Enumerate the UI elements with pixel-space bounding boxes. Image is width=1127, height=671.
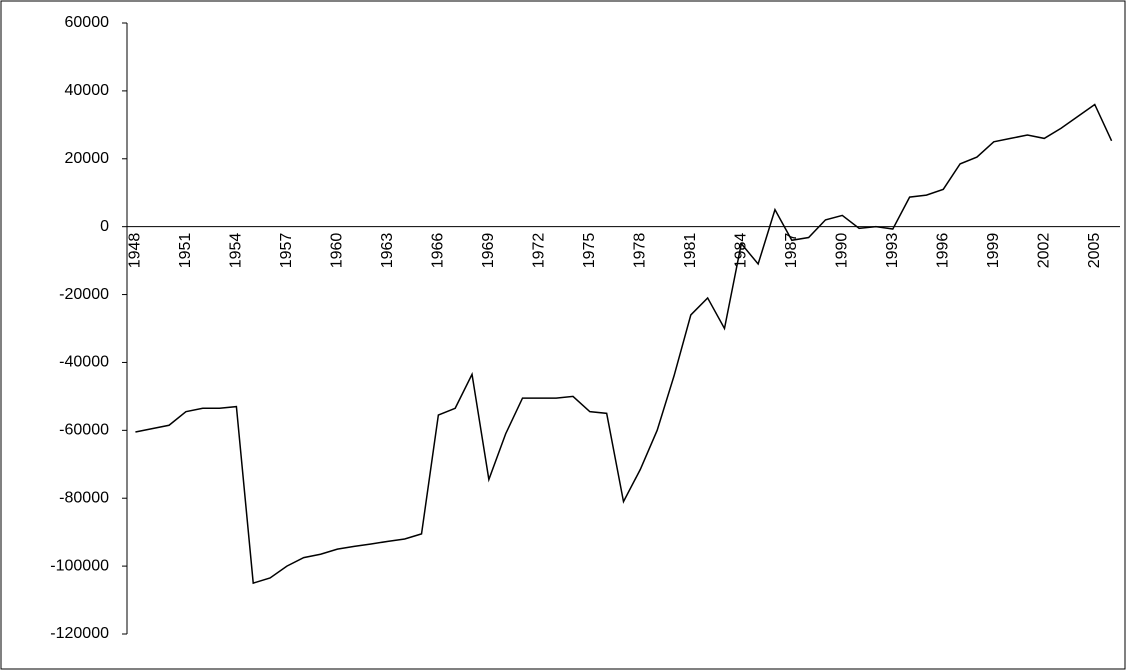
x-tick-label: 1984 <box>733 233 750 269</box>
y-tick-label: 40000 <box>65 82 110 99</box>
x-tick-label: 1978 <box>632 233 649 269</box>
y-tick-label: 0 <box>100 218 109 235</box>
line-series <box>135 103 1113 585</box>
x-tick-label: 1990 <box>834 233 851 269</box>
y-tick-label: -120000 <box>50 625 109 642</box>
x-tick-label: 1960 <box>329 233 346 269</box>
x-tick-label: 1981 <box>682 233 699 269</box>
y-tick-label: -100000 <box>50 557 109 574</box>
x-tick-label: 1948 <box>127 233 144 269</box>
x-tick-label: 1951 <box>177 233 194 269</box>
y-tick-label: -80000 <box>59 489 109 506</box>
x-tick-label: 1993 <box>884 233 901 269</box>
y-tick-label: -20000 <box>59 286 109 303</box>
x-tick-label: 1996 <box>934 233 951 269</box>
x-tick-label: 1954 <box>228 233 245 269</box>
y-tick-label: 60000 <box>65 14 110 31</box>
y-tick-label: -60000 <box>59 422 109 439</box>
x-tick-label: 2005 <box>1086 233 1103 269</box>
y-tick-label: -40000 <box>59 354 109 371</box>
x-tick-label: 2002 <box>1035 233 1052 269</box>
y-tick-label: 20000 <box>65 150 110 167</box>
x-tick-label: 1999 <box>985 233 1002 269</box>
x-tick-label: 1975 <box>581 233 598 269</box>
x-tick-label: 1966 <box>430 233 447 269</box>
x-tick-label: 1963 <box>379 233 396 269</box>
x-tick-label: 1972 <box>531 233 548 269</box>
x-tick-label: 1987 <box>783 233 800 269</box>
x-tick-label: 1969 <box>480 233 497 269</box>
x-tick-label: 1957 <box>278 233 295 269</box>
